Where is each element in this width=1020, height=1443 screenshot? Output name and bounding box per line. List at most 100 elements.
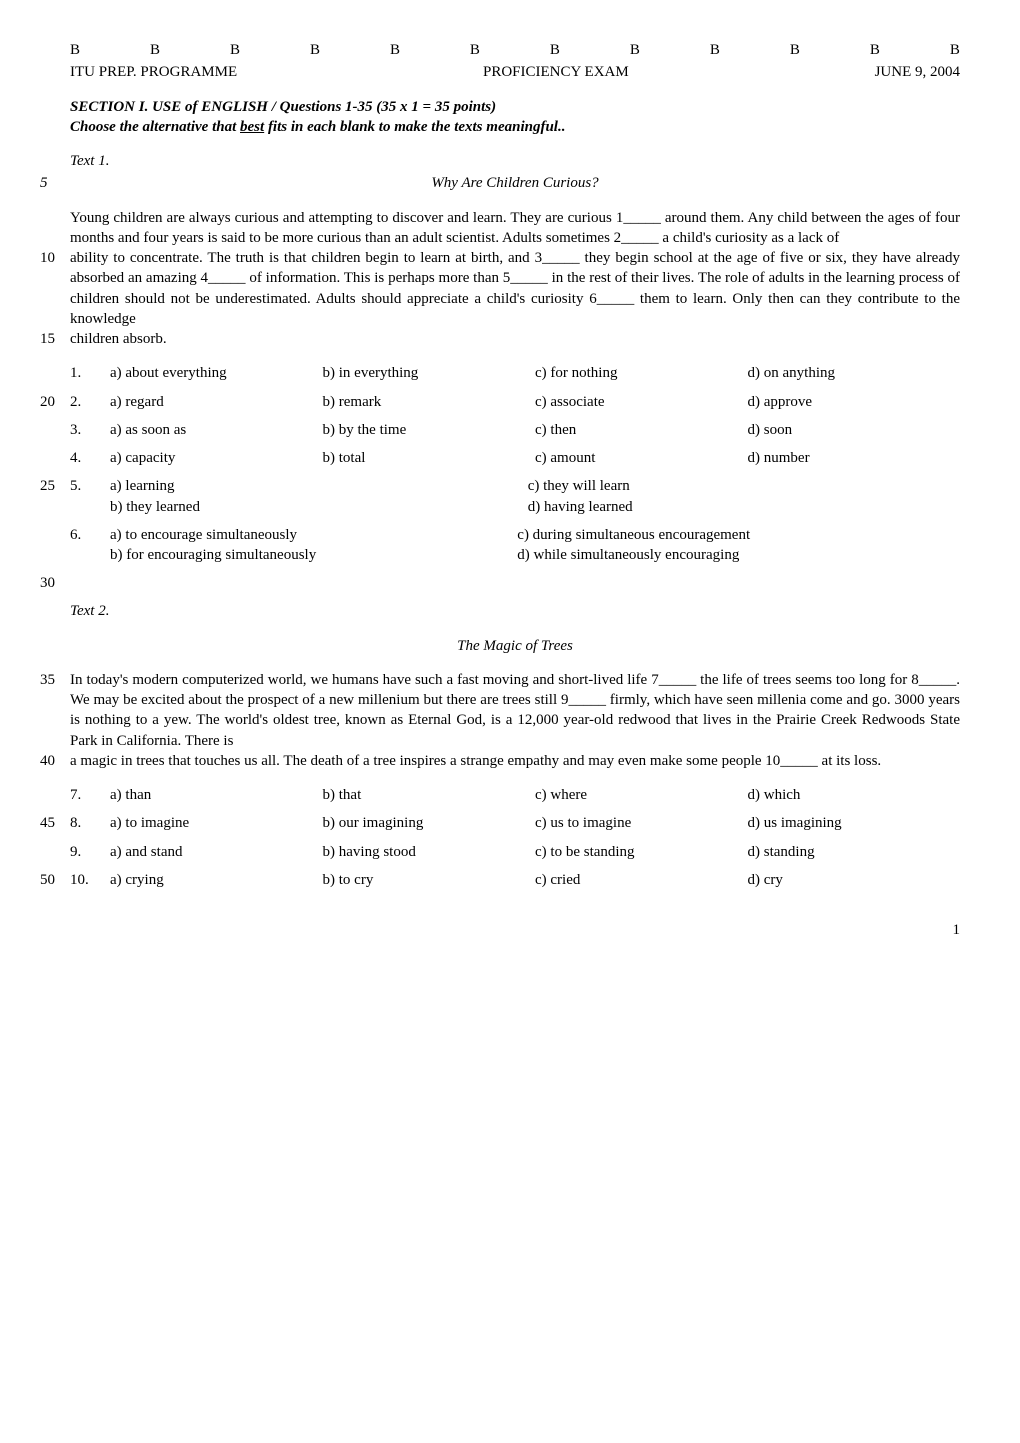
question-block-1: 1. a) about everything b) in everything … <box>70 363 960 468</box>
line-number: 50 <box>40 870 55 890</box>
option-c: c) to be standing <box>535 842 748 862</box>
option-c: c) associate <box>535 392 748 412</box>
option-b: b) that <box>323 785 536 805</box>
b-letter: B <box>550 40 560 60</box>
line-number: 25 <box>40 476 55 496</box>
question-block-2: 7. a) than b) that c) where d) which 45 … <box>70 785 960 890</box>
option-a: a) and stand <box>110 842 323 862</box>
line-number: 20 <box>40 392 55 412</box>
option-b: b) remark <box>323 392 536 412</box>
question-row: 50 10. a) crying b) to cry c) cried d) c… <box>70 870 960 890</box>
option-a: a) about everything <box>110 363 323 383</box>
option-c: c) during simultaneous encouragement <box>517 525 960 545</box>
question-row: 7. a) than b) that c) where d) which <box>70 785 960 805</box>
question-number: 6. <box>70 525 110 566</box>
passage-text: Young children are always curious and at… <box>70 210 960 246</box>
question-number: 10. <box>70 870 110 890</box>
option-d: d) on anything <box>748 363 961 383</box>
option-d: d) approve <box>748 392 961 412</box>
text2-passage: 35 In today's modern computerized world,… <box>70 670 960 771</box>
option-b: b) by the time <box>323 420 536 440</box>
option-b: b) our imagining <box>323 813 536 833</box>
option-d: d) having learned <box>528 497 960 517</box>
text1-label: Text 1. <box>70 151 960 171</box>
passage-text: a magic in trees that touches us all. Th… <box>70 753 881 769</box>
option-c: c) cried <box>535 870 748 890</box>
option-d: d) standing <box>748 842 961 862</box>
option-b: b) to cry <box>323 870 536 890</box>
option-b: b) they learned <box>110 497 508 517</box>
option-a: a) capacity <box>110 448 323 468</box>
sub-header: ITU PREP. PROGRAMME PROFICIENCY EXAM JUN… <box>70 62 960 82</box>
line-number: 10 <box>40 248 55 268</box>
question-row: 1. a) about everything b) in everything … <box>70 363 960 383</box>
question-number: 8. <box>70 813 110 833</box>
option-a: a) regard <box>110 392 323 412</box>
question-number: 4. <box>70 448 110 468</box>
question-row: 9. a) and stand b) having stood c) to be… <box>70 842 960 862</box>
option-a: a) to encourage simultaneously <box>110 525 517 545</box>
option-d: d) soon <box>748 420 961 440</box>
b-letter: B <box>710 40 720 60</box>
text1-title-row: 5 Why Are Children Curious? <box>70 173 960 193</box>
option-c: c) they will learn <box>528 476 960 496</box>
option-b: b) in everything <box>323 363 536 383</box>
b-letter: B <box>950 40 960 60</box>
section-title: SECTION I. USE of ENGLISH / Questions 1-… <box>70 97 960 138</box>
option-d: d) us imagining <box>748 813 961 833</box>
option-c: c) for nothing <box>535 363 748 383</box>
text2-label: Text 2. <box>70 601 960 621</box>
option-b: b) having stood <box>323 842 536 862</box>
option-c: c) amount <box>535 448 748 468</box>
option-b: b) for encouraging simultaneously <box>110 545 517 565</box>
option-a: a) crying <box>110 870 323 890</box>
option-a: a) to imagine <box>110 813 323 833</box>
option-a: a) learning <box>110 476 508 496</box>
option-d: d) number <box>748 448 961 468</box>
passage-text: children absorb. <box>70 331 167 347</box>
passage-text: ability to concentrate. The truth is tha… <box>70 250 960 327</box>
b-letter: B <box>790 40 800 60</box>
question-row: 45 8. a) to imagine b) our imagining c) … <box>70 813 960 833</box>
text1-passage: Young children are always curious and at… <box>70 208 960 350</box>
line-number: 35 <box>40 670 55 690</box>
passage-text: In today's modern computerized world, we… <box>70 672 960 749</box>
option-b: b) total <box>323 448 536 468</box>
b-letter: B <box>470 40 480 60</box>
line-number: 5 <box>40 173 48 193</box>
section-line2: Choose the alternative that best fits in… <box>70 117 960 137</box>
option-c: c) then <box>535 420 748 440</box>
b-letter: B <box>310 40 320 60</box>
question-number: 5. <box>70 476 110 517</box>
line-number: 45 <box>40 813 55 833</box>
question-row: 20 2. a) regard b) remark c) associate d… <box>70 392 960 412</box>
section-line1: SECTION I. USE of ENGLISH / Questions 1-… <box>70 97 960 117</box>
question-row: 4. a) capacity b) total c) amount d) num… <box>70 448 960 468</box>
programme-name: ITU PREP. PROGRAMME <box>70 62 237 82</box>
question-6: 6. a) to encourage simultaneously b) for… <box>70 525 960 566</box>
question-number: 7. <box>70 785 110 805</box>
b-letter: B <box>870 40 880 60</box>
b-letter: B <box>630 40 640 60</box>
question-5: 25 5. a) learning b) they learned c) the… <box>70 476 960 517</box>
header-b-row: B B B B B B B B B B B B <box>70 40 960 60</box>
text1-title: Why Are Children Curious? <box>431 175 598 191</box>
exam-date: JUNE 9, 2004 <box>875 62 960 82</box>
text2-title: The Magic of Trees <box>70 636 960 656</box>
b-letter: B <box>70 40 80 60</box>
question-row: 3. a) as soon as b) by the time c) then … <box>70 420 960 440</box>
exam-name: PROFICIENCY EXAM <box>483 62 629 82</box>
option-d: d) while simultaneously encouraging <box>517 545 960 565</box>
option-c: c) us to imagine <box>535 813 748 833</box>
option-d: d) cry <box>748 870 961 890</box>
option-a: a) as soon as <box>110 420 323 440</box>
b-letter: B <box>150 40 160 60</box>
question-number: 3. <box>70 420 110 440</box>
line-number: 15 <box>40 329 55 349</box>
b-letter: B <box>230 40 240 60</box>
line-number: 40 <box>40 751 55 771</box>
question-number: 1. <box>70 363 110 383</box>
line-number: 30 <box>40 573 55 593</box>
option-c: c) where <box>535 785 748 805</box>
linenum-30-row: 30 <box>70 573 960 587</box>
